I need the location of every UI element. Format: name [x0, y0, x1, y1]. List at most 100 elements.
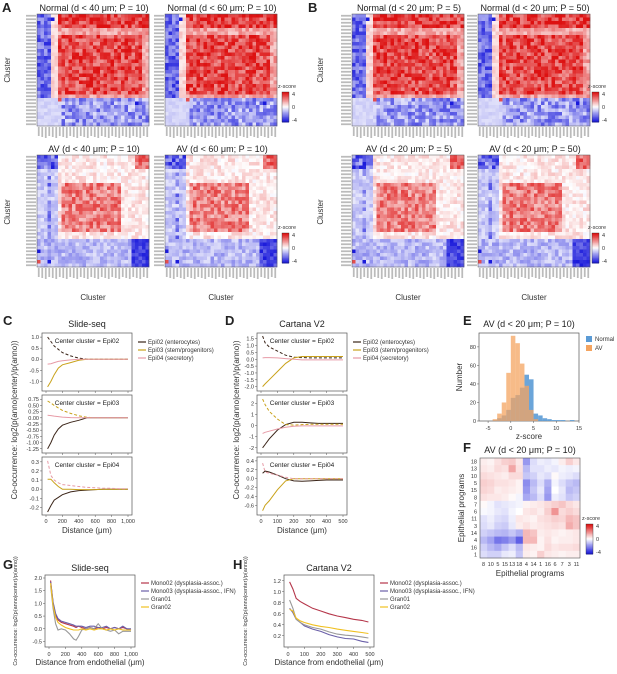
heatmap-cell	[210, 235, 215, 240]
heatmap-cell	[68, 256, 73, 261]
heatmap-cell	[408, 24, 412, 29]
heatmap-cell	[217, 253, 222, 257]
col-tick-label	[239, 127, 242, 136]
heatmap-cell	[121, 218, 125, 222]
heatmap-cell	[221, 59, 225, 64]
heatmap-cell	[263, 190, 267, 194]
heatmap-cell	[145, 193, 150, 198]
heatmap-cell	[193, 211, 197, 215]
heatmap-cell	[145, 239, 150, 243]
heatmap-cell	[422, 14, 426, 18]
heatmap-cell	[376, 42, 381, 46]
heatmap-cell	[175, 73, 180, 78]
heatmap-cell	[270, 91, 274, 95]
heatmap-cell	[75, 52, 80, 57]
heatmap-cell	[82, 38, 87, 43]
heatmap-cell	[214, 165, 218, 170]
heatmap-cell	[245, 155, 250, 159]
heatmap-cell	[124, 256, 129, 261]
heatmap-cell	[114, 49, 118, 53]
heatmap-cell	[252, 35, 257, 39]
heatmap-cell	[380, 52, 384, 57]
heatmap-cell	[75, 49, 80, 53]
heatmap-cell	[443, 52, 447, 57]
heatmap-cell	[231, 232, 236, 236]
heatmap-cell	[86, 162, 90, 166]
heatmap-cell	[114, 122, 118, 127]
heatmap-cell	[135, 239, 139, 243]
heatmap-cell	[228, 28, 232, 32]
heatmap-cell	[138, 263, 143, 268]
heatmap-cell	[89, 158, 94, 163]
heatmap-cell	[270, 239, 274, 243]
heatmap-cell	[172, 17, 176, 22]
heatmap-cell	[165, 70, 169, 74]
heatmap-cell	[196, 162, 201, 166]
heatmap-cell	[37, 186, 41, 191]
heatmap-cell	[175, 193, 180, 198]
heatmap-cell	[235, 253, 239, 257]
heatmap-cell	[168, 98, 173, 102]
heatmap-cell	[252, 235, 257, 240]
heatmap-cell	[47, 24, 52, 29]
heatmap-cell	[107, 56, 111, 60]
heatmap-cell	[138, 249, 143, 254]
heatmap-cell	[224, 73, 229, 78]
heatmap-cell	[131, 28, 136, 32]
heatmap-cell	[117, 105, 122, 109]
heatmap-cell	[75, 91, 80, 95]
heatmap-cell	[124, 211, 129, 215]
heatmap-cell	[235, 207, 239, 212]
heatmap-cell	[175, 119, 180, 123]
heatmap-cell	[432, 38, 437, 43]
heatmap-cell	[196, 101, 201, 106]
heatmap-cell	[165, 242, 169, 247]
heatmap-cell	[131, 70, 136, 74]
heatmap-cell	[165, 207, 169, 212]
heatmap-cell	[238, 155, 243, 159]
heatmap-cell	[203, 42, 208, 46]
heatmap-cell	[270, 155, 274, 159]
heatmap-cell	[145, 14, 150, 18]
heatmap-cell	[179, 108, 183, 113]
row-tick-label	[154, 14, 164, 17]
heatmap-cell	[439, 38, 444, 43]
heatmap-cell	[210, 200, 215, 205]
heatmap-cell	[44, 98, 48, 102]
heatmap-cell	[186, 186, 190, 191]
heatmap-cell	[235, 242, 239, 247]
heatmap-cell	[189, 253, 194, 257]
heatmap-cell	[221, 207, 225, 212]
col-tick-label	[93, 127, 96, 137]
heatmap-cell	[207, 249, 211, 254]
col-tick-label	[221, 268, 224, 278]
heatmap-cell	[37, 228, 41, 233]
heatmap-cell	[221, 155, 225, 159]
heatmap-cell	[273, 59, 278, 64]
heatmap-cell	[54, 242, 59, 247]
heatmap-cell	[93, 91, 97, 95]
heatmap-cell	[193, 38, 197, 43]
heatmap-cell	[270, 28, 274, 32]
heatmap-cell	[245, 211, 250, 215]
heatmap-cell	[179, 28, 183, 32]
heatmap-cell	[214, 200, 218, 205]
heatmap-cell	[142, 52, 146, 57]
heatmap-cell	[103, 52, 108, 57]
heatmap-cell	[86, 214, 90, 219]
heatmap-cell	[117, 214, 122, 219]
heatmap-cell	[131, 263, 136, 268]
heatmap-cell	[242, 239, 246, 243]
heatmap-cell	[107, 122, 111, 127]
heatmap-cell	[65, 66, 69, 71]
heatmap-cell	[96, 200, 101, 205]
col-tick-label	[41, 127, 44, 137]
heatmap-cell	[186, 35, 190, 39]
heatmap-cell	[82, 225, 87, 229]
heatmap-cell	[189, 115, 194, 120]
heatmap-cell	[44, 21, 48, 25]
heatmap-cell	[210, 45, 215, 50]
heatmap-cell	[432, 24, 437, 29]
heatmap-cell	[172, 235, 176, 240]
heatmap-cell	[266, 14, 271, 18]
